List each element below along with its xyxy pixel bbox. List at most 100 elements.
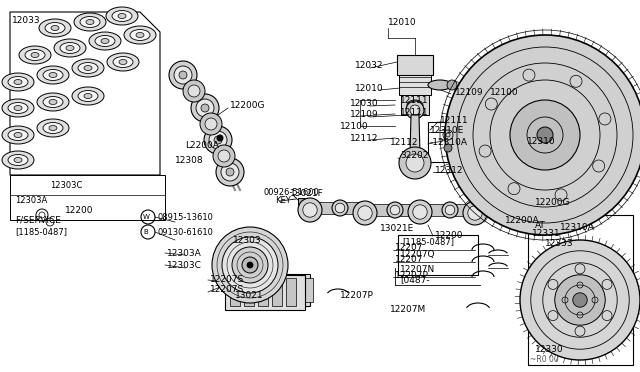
Bar bbox=[455, 204, 475, 216]
Circle shape bbox=[332, 200, 348, 216]
Bar bbox=[303, 278, 313, 302]
Circle shape bbox=[247, 262, 253, 268]
Bar bbox=[225, 275, 305, 310]
Bar bbox=[244, 278, 254, 306]
Ellipse shape bbox=[136, 32, 144, 38]
Ellipse shape bbox=[74, 13, 106, 31]
Circle shape bbox=[188, 85, 200, 97]
Circle shape bbox=[200, 113, 222, 135]
Ellipse shape bbox=[19, 46, 51, 64]
Ellipse shape bbox=[49, 125, 57, 131]
Circle shape bbox=[390, 205, 400, 215]
Circle shape bbox=[232, 247, 268, 283]
Circle shape bbox=[221, 163, 239, 181]
Bar bbox=[255, 278, 265, 302]
Bar bbox=[279, 278, 289, 302]
Text: ~R0 00: ~R0 00 bbox=[530, 356, 559, 365]
Bar bbox=[298, 198, 313, 205]
Text: 12033: 12033 bbox=[12, 16, 40, 25]
Ellipse shape bbox=[66, 45, 74, 51]
Text: 32202: 32202 bbox=[400, 151, 428, 160]
Text: 12010: 12010 bbox=[355, 83, 383, 93]
Ellipse shape bbox=[407, 100, 423, 110]
Text: 12207: 12207 bbox=[395, 256, 424, 264]
Bar bbox=[400, 204, 420, 216]
Ellipse shape bbox=[72, 59, 104, 77]
Circle shape bbox=[335, 203, 345, 213]
Ellipse shape bbox=[14, 132, 22, 138]
Circle shape bbox=[353, 201, 377, 225]
Bar bbox=[291, 278, 301, 302]
Circle shape bbox=[218, 150, 230, 162]
Circle shape bbox=[201, 104, 209, 112]
Circle shape bbox=[573, 293, 588, 307]
Text: 00926-51600: 00926-51600 bbox=[264, 187, 320, 196]
Ellipse shape bbox=[25, 49, 45, 61]
Text: 12303C: 12303C bbox=[50, 180, 83, 189]
Circle shape bbox=[226, 168, 234, 176]
Ellipse shape bbox=[31, 52, 39, 58]
Bar bbox=[398, 235, 478, 275]
Bar bbox=[528, 215, 633, 365]
Text: 12200: 12200 bbox=[65, 205, 93, 215]
Ellipse shape bbox=[8, 154, 28, 166]
Text: 08915-13610: 08915-13610 bbox=[157, 212, 213, 221]
Ellipse shape bbox=[107, 53, 139, 71]
Ellipse shape bbox=[2, 99, 34, 117]
Circle shape bbox=[468, 206, 482, 220]
Bar bbox=[258, 278, 268, 306]
Ellipse shape bbox=[37, 66, 69, 84]
Text: 12200G: 12200G bbox=[535, 198, 570, 206]
Circle shape bbox=[358, 206, 372, 220]
Bar bbox=[401, 95, 429, 115]
Bar bbox=[10, 175, 165, 220]
Circle shape bbox=[447, 80, 457, 90]
Ellipse shape bbox=[37, 119, 69, 137]
Text: 12111: 12111 bbox=[400, 96, 429, 105]
Text: 12207Q: 12207Q bbox=[400, 250, 435, 260]
Text: 12207P: 12207P bbox=[340, 291, 374, 299]
Bar bbox=[480, 204, 505, 216]
Bar bbox=[230, 278, 240, 306]
Circle shape bbox=[463, 201, 487, 225]
Text: KEY: KEY bbox=[275, 196, 291, 205]
Ellipse shape bbox=[78, 90, 98, 102]
Circle shape bbox=[406, 154, 424, 172]
Text: 12331: 12331 bbox=[532, 228, 561, 237]
Text: 12303A: 12303A bbox=[167, 248, 202, 257]
Bar bbox=[286, 278, 296, 306]
Circle shape bbox=[444, 144, 452, 152]
Text: 12200G: 12200G bbox=[230, 100, 266, 109]
Text: 12100: 12100 bbox=[340, 122, 369, 131]
Text: AT: AT bbox=[535, 221, 546, 230]
Text: 12112: 12112 bbox=[350, 134, 378, 142]
Ellipse shape bbox=[45, 22, 65, 33]
Circle shape bbox=[298, 198, 322, 222]
Bar bbox=[315, 202, 340, 214]
Circle shape bbox=[214, 136, 222, 144]
Circle shape bbox=[406, 101, 424, 119]
Circle shape bbox=[205, 118, 217, 130]
Ellipse shape bbox=[80, 16, 100, 28]
Ellipse shape bbox=[14, 106, 22, 110]
Ellipse shape bbox=[39, 19, 71, 37]
Circle shape bbox=[408, 200, 432, 224]
Text: 12032: 12032 bbox=[355, 61, 383, 70]
Ellipse shape bbox=[112, 10, 132, 22]
Text: 09130-61610: 09130-61610 bbox=[157, 228, 213, 237]
Circle shape bbox=[537, 127, 553, 143]
Text: L2200A: L2200A bbox=[185, 141, 219, 150]
Circle shape bbox=[523, 205, 537, 219]
Ellipse shape bbox=[54, 39, 86, 57]
Ellipse shape bbox=[14, 157, 22, 163]
Text: 12310: 12310 bbox=[527, 137, 556, 145]
Ellipse shape bbox=[14, 80, 22, 84]
Circle shape bbox=[442, 202, 458, 218]
Circle shape bbox=[174, 66, 192, 84]
Ellipse shape bbox=[60, 42, 80, 54]
Ellipse shape bbox=[95, 35, 115, 46]
Ellipse shape bbox=[86, 19, 94, 25]
Circle shape bbox=[500, 205, 510, 215]
Circle shape bbox=[555, 275, 605, 325]
Bar bbox=[399, 75, 431, 95]
